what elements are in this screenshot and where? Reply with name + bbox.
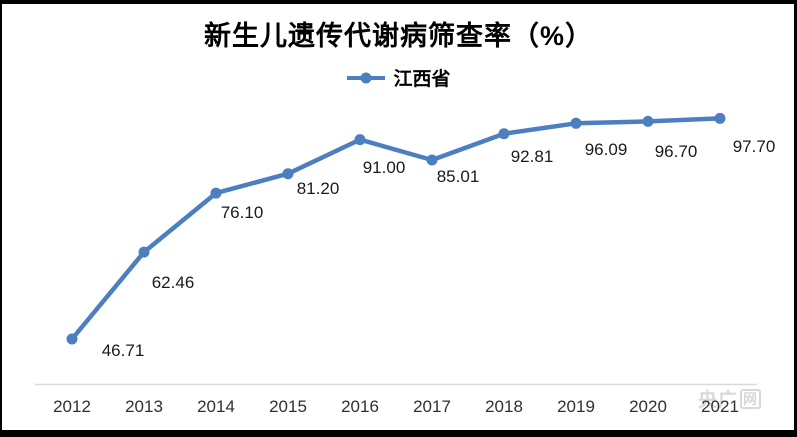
data-point-2015 [282,168,294,180]
data-point-2013 [138,246,150,258]
data-point-2017 [426,154,438,166]
x-tick-label-2021: 2021 [701,397,739,416]
value-label-2012: 46.71 [101,341,145,360]
data-point-2020 [642,115,654,127]
x-tick-label-2018: 2018 [485,397,523,416]
data-point-2016 [354,134,366,146]
screen-border-top [0,0,797,4]
data-point-2019 [570,117,582,129]
data-point-2012 [66,333,78,345]
x-tick-label-2019: 2019 [557,397,595,416]
x-tick-label-2012: 2012 [53,397,91,416]
data-point-2021 [714,112,726,124]
x-tick-label-2017: 2017 [413,397,451,416]
screen-border-bottom [0,430,797,437]
value-label-2014: 76.10 [220,203,264,223]
value-label-2013: 62.46 [151,273,195,293]
screen-border-left [0,0,2,437]
data-point-2018 [498,128,510,140]
value-label-2019: 96.09 [584,140,628,160]
x-tick-label-2014: 2014 [197,397,235,416]
legend-series-label: 江西省 [393,69,451,90]
watermark-logo-icon: 网 [740,388,762,409]
screen-border-right [794,0,797,437]
series-line [69,116,723,342]
data-point-2014 [210,187,222,199]
legend-line-marker-icon [347,72,386,83]
value-label-2016: 91.00 [362,157,406,177]
value-label-2018: 92.81 [510,146,554,166]
x-tick-label-2016: 2016 [341,397,379,416]
x-tick-label-2015: 2015 [269,397,307,416]
value-label-2021: 97.70 [732,137,776,157]
watermark: 央广 网 [698,385,762,412]
legend: 江西省 [0,64,797,91]
x-tick-label-2013: 2013 [125,397,163,416]
x-tick-label-2020: 2020 [629,397,667,416]
value-label-2020: 96.70 [654,142,698,162]
value-label-2015: 81.20 [296,178,340,198]
chart-title: 新生儿遗传代谢病筛查率（%） [203,21,593,51]
value-label-2017: 85.01 [436,166,480,186]
watermark-text: 央广 [698,390,739,411]
